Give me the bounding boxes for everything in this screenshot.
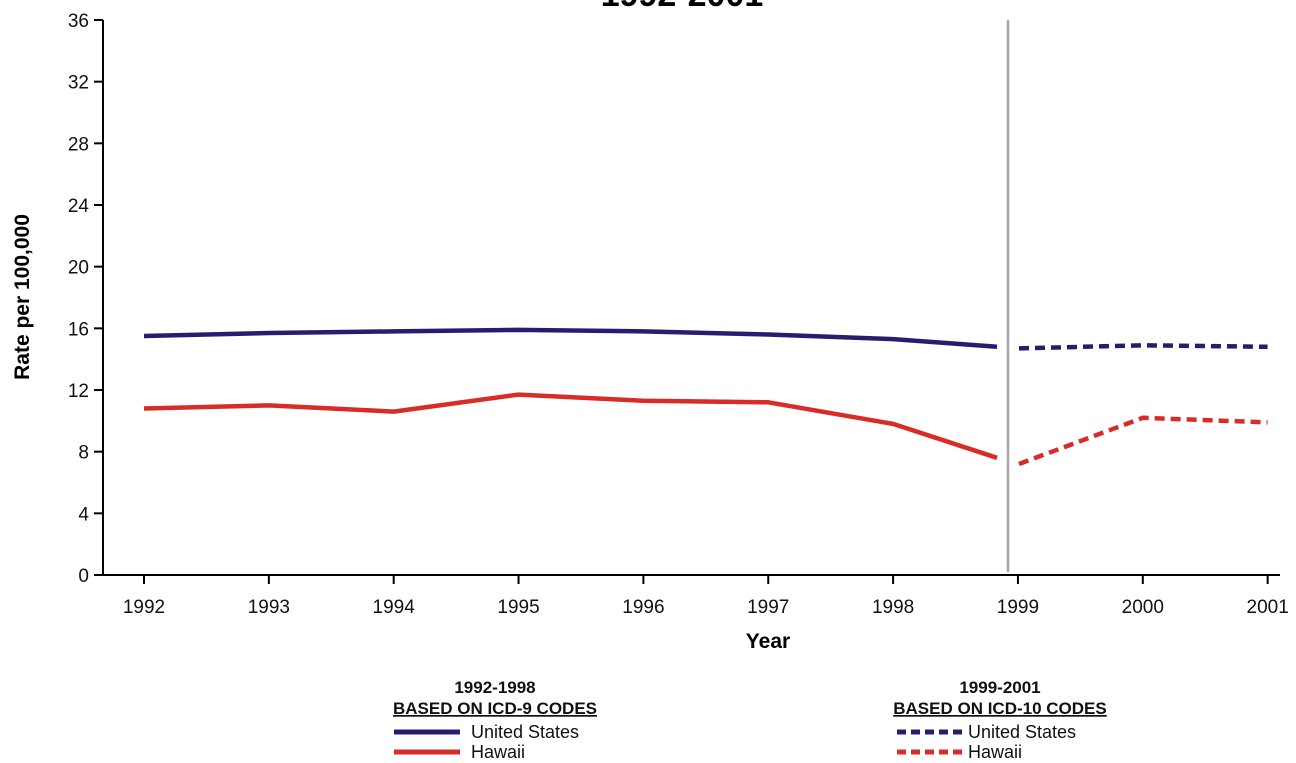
x-tick-label: 1994 [373, 597, 416, 618]
y-axis-title: Rate per 100,000 [11, 214, 34, 380]
y-tick-label: 32 [68, 73, 89, 94]
y-tick-label: 8 [78, 443, 89, 464]
x-tick-label: 1999 [997, 597, 1039, 618]
x-tick-label: 2001 [1247, 597, 1289, 618]
x-tick-label: 1992 [123, 597, 165, 618]
y-ticks: 0 4 8 12 16 20 24 28 32 36 [68, 11, 103, 587]
x-tick-label: 1998 [872, 597, 914, 618]
series-layer [143, 327, 1268, 467]
x-tick-label: 2000 [1122, 597, 1164, 618]
legend-left-codes: BASED ON ICD-9 CODES [393, 699, 597, 718]
y-tick-label: 20 [68, 258, 89, 279]
x-ticks: 1992 1993 1994 1995 1996 1997 1998 1999 2000 2001 [123, 575, 1289, 618]
x-tick-label: 1997 [747, 597, 789, 618]
legend-left: 1992-1998 BASED ON ICD-9 CODES United St… [393, 678, 597, 762]
legend-us-dashed-label: United States [968, 722, 1076, 742]
hawaii-solid-line [143, 392, 998, 460]
y-tick-label: 16 [68, 319, 89, 340]
hawaii-dashed-line [1018, 415, 1268, 467]
x-tick-label: 1993 [248, 597, 290, 618]
y-tick-label: 12 [68, 381, 89, 402]
legend-right-period: 1999-2001 [959, 678, 1040, 697]
legend-right: 1999-2001 BASED ON ICD-10 CODES United S… [893, 678, 1106, 762]
united-states-solid-line [143, 327, 998, 350]
united-states-dashed-line [1018, 343, 1268, 351]
legend-left-period: 1992-1998 [454, 678, 535, 697]
x-axis-title: Year [746, 630, 790, 653]
legend-hi-dashed-label: Hawaii [968, 742, 1022, 762]
chart-title: 1992-2001 [601, 0, 764, 14]
y-tick-label: 24 [68, 196, 90, 217]
legend-right-codes: BASED ON ICD-10 CODES [893, 699, 1106, 718]
y-tick-label: 0 [78, 566, 89, 587]
x-tick-label: 1996 [622, 597, 664, 618]
legend-hi-solid-label: Hawaii [471, 742, 525, 762]
y-tick-label: 36 [68, 11, 89, 32]
y-tick-label: 28 [68, 134, 89, 155]
y-tick-label: 4 [78, 504, 89, 525]
x-tick-label: 1995 [497, 597, 539, 618]
legend-us-solid-label: United States [471, 722, 579, 742]
